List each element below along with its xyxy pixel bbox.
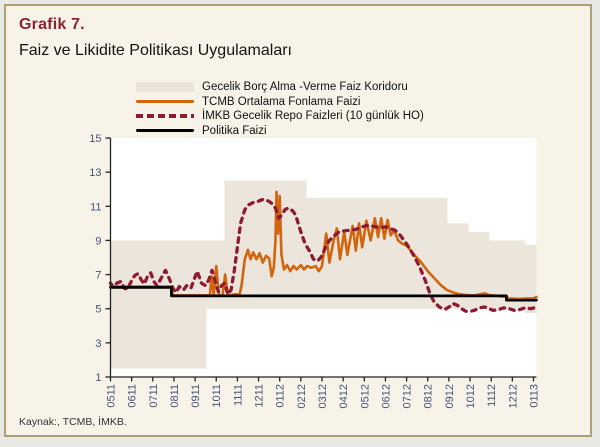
y-tick-label: 7 xyxy=(95,270,101,282)
x-tick-label: 0112 xyxy=(275,384,287,408)
x-tick-label: 0212 xyxy=(296,384,308,408)
x-tick-label: 0611 xyxy=(127,384,139,408)
x-tick-label: 0312 xyxy=(317,384,329,408)
x-tick-label: 0512 xyxy=(359,384,371,408)
x-tick-label: 1011 xyxy=(211,384,223,408)
chart-number-title: Grafik 7. xyxy=(19,16,85,33)
x-tick-label: 0912 xyxy=(444,384,456,408)
repo-dashed-swatch xyxy=(136,114,194,119)
x-tick-label: 0811 xyxy=(169,384,181,408)
chart-subtitle: Faiz ve Likidite Politikası Uygulamaları xyxy=(19,42,292,59)
series-2 xyxy=(108,197,539,313)
legend-item-corridor: Gecelik Borç Alma -Verme Faiz Koridoru xyxy=(136,80,566,95)
legend-label-repo: İMKB Gecelik Repo Faizleri (10 günlük HO… xyxy=(202,110,424,123)
corridor-band-swatch xyxy=(136,82,194,93)
axes xyxy=(105,137,537,382)
chart-card: Grafik 7. Faiz ve Likidite Politikası Uy… xyxy=(4,4,592,437)
legend-label-corridor: Gecelik Borç Alma -Verme Faiz Koridoru xyxy=(202,81,408,94)
corridor-band xyxy=(110,180,537,369)
x-tick-label: 0711 xyxy=(148,384,160,408)
y-tick-label: 11 xyxy=(90,201,101,213)
x-tick-label: 0612 xyxy=(380,384,392,408)
x-tick-label: 1111 xyxy=(232,384,244,406)
x-tick-label: 1212 xyxy=(507,384,519,408)
chart-plot-area: 1 3 5 7 9 11 13 15 0511 0611 0711 0811 0911 1011 1111 1… xyxy=(6,131,600,423)
x-tick-label: 0712 xyxy=(402,384,414,408)
y-tick-label: 9 xyxy=(95,235,101,247)
legend-item-funding: TCMB Ortalama Fonlama Faizi xyxy=(136,95,566,110)
series-1 xyxy=(109,190,538,301)
y-tick-label: 3 xyxy=(95,338,101,350)
legend-label-funding: TCMB Ortalama Fonlama Faizi xyxy=(202,95,361,108)
funding-line-swatch xyxy=(136,100,194,104)
y-tick-label: 1 xyxy=(95,372,101,384)
x-tick-label: 0412 xyxy=(338,384,350,408)
y-tick-label: 13 xyxy=(89,167,101,179)
x-tick-label: 0812 xyxy=(423,384,435,408)
y-tick-label: 5 xyxy=(95,304,101,316)
source-note: Kaynak:, TCMB, İMKB. xyxy=(19,416,127,428)
chart-legend: Gecelik Borç Alma -Verme Faiz Koridoru T… xyxy=(136,80,566,138)
x-tick-label: 1112 xyxy=(486,384,498,407)
x-tick-label: 0911 xyxy=(190,384,202,408)
x-tick-label: 0511 xyxy=(106,384,118,408)
x-tick-label: 1211 xyxy=(254,384,266,408)
x-tick-label: 1012 xyxy=(465,384,477,408)
legend-item-policy: Politika Faizi xyxy=(136,124,566,139)
y-tick-label: 15 xyxy=(89,133,101,145)
legend-item-repo: İMKB Gecelik Repo Faizleri (10 günlük HO… xyxy=(136,109,566,124)
policy-line-swatch xyxy=(136,129,194,133)
x-tick-label: 0113 xyxy=(529,384,541,408)
legend-label-policy: Politika Faizi xyxy=(202,124,267,137)
series-3 xyxy=(109,286,538,302)
